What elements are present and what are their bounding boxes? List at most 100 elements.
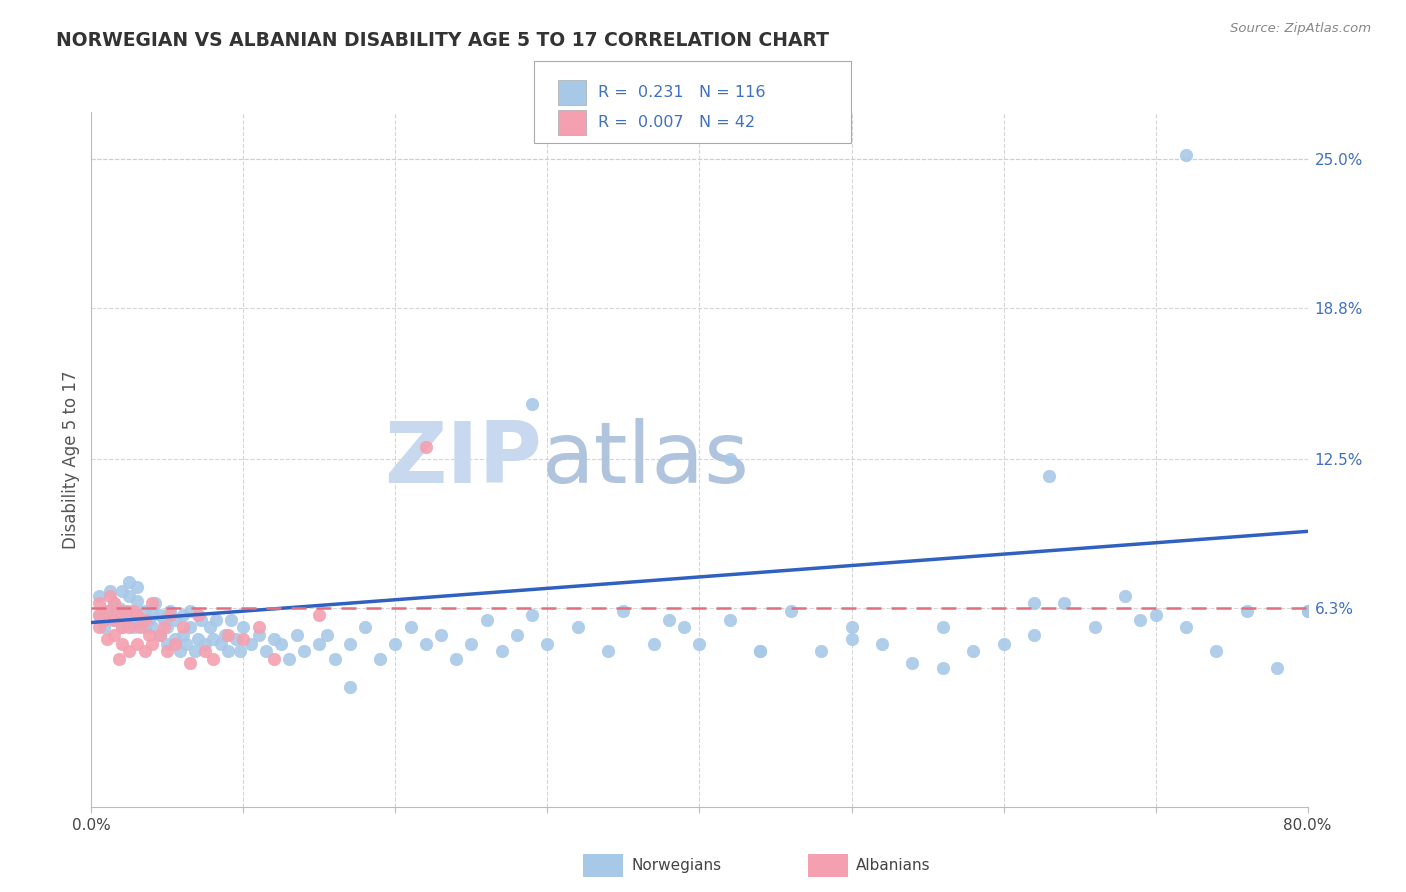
Point xyxy=(308,608,330,623)
Point xyxy=(87,608,110,623)
Point xyxy=(536,637,558,651)
Point xyxy=(141,637,163,651)
Point xyxy=(143,596,166,610)
Point xyxy=(229,644,252,658)
Point xyxy=(673,620,696,634)
Point xyxy=(1265,661,1288,675)
Point xyxy=(153,620,176,634)
Point xyxy=(103,613,125,627)
Point xyxy=(240,637,263,651)
Point xyxy=(247,627,270,641)
Point xyxy=(217,644,239,658)
Point xyxy=(87,596,110,610)
Point xyxy=(93,620,115,634)
Point xyxy=(749,644,772,658)
Point xyxy=(217,627,239,641)
Point xyxy=(156,637,179,651)
Text: R =  0.007   N = 42: R = 0.007 N = 42 xyxy=(598,115,755,129)
Point xyxy=(122,603,145,617)
Point xyxy=(962,644,984,658)
Point xyxy=(870,637,893,651)
Point xyxy=(522,608,544,623)
Point xyxy=(415,637,437,651)
Point xyxy=(129,620,152,634)
Point xyxy=(111,620,134,634)
Text: Albanians: Albanians xyxy=(856,858,931,872)
Point xyxy=(278,651,301,665)
Point xyxy=(103,627,125,641)
Point xyxy=(134,613,156,627)
Point xyxy=(163,632,186,647)
Point xyxy=(103,596,125,610)
Point xyxy=(1022,627,1045,641)
Point xyxy=(138,627,160,641)
Point xyxy=(87,608,110,623)
Point xyxy=(209,637,232,651)
Point xyxy=(399,620,422,634)
Point xyxy=(129,613,152,627)
Point xyxy=(202,651,225,665)
Point xyxy=(125,580,148,594)
Point xyxy=(125,637,148,651)
Point xyxy=(163,637,186,651)
Point xyxy=(96,603,118,617)
Point xyxy=(1038,469,1060,483)
Point xyxy=(111,620,134,634)
Point xyxy=(187,632,209,647)
Point xyxy=(522,397,544,411)
Point xyxy=(118,644,141,658)
Point xyxy=(368,651,391,665)
Point xyxy=(114,613,136,627)
Point xyxy=(1205,644,1227,658)
Point xyxy=(779,603,801,617)
Point xyxy=(1174,147,1197,161)
Point xyxy=(810,644,832,658)
Point xyxy=(598,644,620,658)
Point xyxy=(134,603,156,617)
Point xyxy=(125,608,148,623)
Point xyxy=(114,603,136,617)
Point xyxy=(190,613,212,627)
Text: Norwegians: Norwegians xyxy=(631,858,721,872)
Point xyxy=(415,441,437,455)
Text: Source: ZipAtlas.com: Source: ZipAtlas.com xyxy=(1230,22,1371,36)
Point xyxy=(1053,596,1076,610)
Point xyxy=(107,603,129,617)
Point xyxy=(1296,603,1319,617)
Point xyxy=(475,613,498,627)
Point xyxy=(339,681,361,695)
Y-axis label: Disability Age 5 to 17: Disability Age 5 to 17 xyxy=(62,370,80,549)
Point xyxy=(194,644,217,658)
Point xyxy=(506,627,529,641)
Point xyxy=(384,637,406,651)
Point xyxy=(205,613,228,627)
Point xyxy=(96,632,118,647)
Point xyxy=(1296,603,1319,617)
Point xyxy=(841,632,863,647)
Point xyxy=(901,657,924,671)
Point xyxy=(225,632,247,647)
Point xyxy=(111,637,134,651)
Point xyxy=(841,620,863,634)
Point xyxy=(931,661,953,675)
Point xyxy=(688,637,710,651)
Point xyxy=(1144,608,1167,623)
Point xyxy=(316,627,339,641)
Point xyxy=(219,613,242,627)
Point xyxy=(179,620,201,634)
Point xyxy=(93,613,115,627)
Point xyxy=(354,620,377,634)
Point xyxy=(111,584,134,599)
Point xyxy=(247,620,270,634)
Point xyxy=(87,620,110,634)
Text: ZIP: ZIP xyxy=(384,417,541,501)
Point xyxy=(125,594,148,608)
Text: NORWEGIAN VS ALBANIAN DISABILITY AGE 5 TO 17 CORRELATION CHART: NORWEGIAN VS ALBANIAN DISABILITY AGE 5 T… xyxy=(56,31,830,50)
Point xyxy=(149,608,172,623)
Point xyxy=(643,637,665,651)
Point xyxy=(118,603,141,617)
Point xyxy=(172,627,194,641)
Point xyxy=(749,644,772,658)
Point xyxy=(993,637,1015,651)
Point xyxy=(658,613,681,627)
